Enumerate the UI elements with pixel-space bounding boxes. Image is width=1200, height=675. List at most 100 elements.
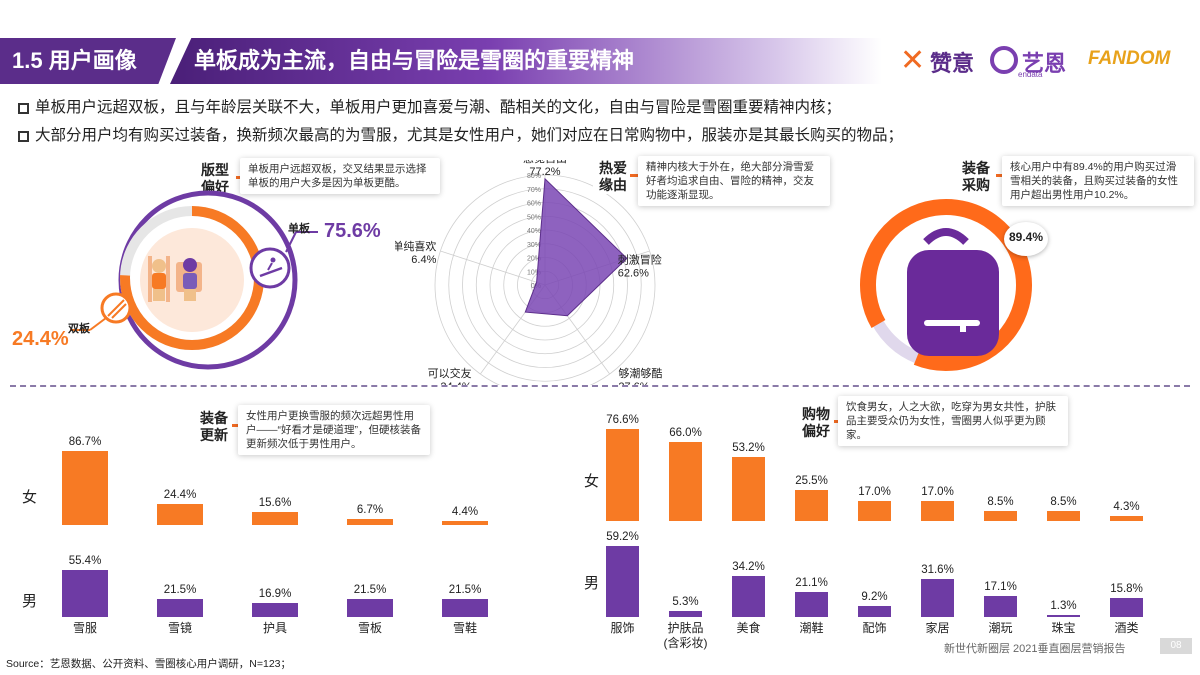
radar-tick-label: 40%	[527, 228, 541, 235]
endata-logo: endata	[1018, 70, 1043, 79]
double-leader-line	[89, 317, 107, 331]
female-value-label: 66.0%	[669, 426, 702, 439]
female-bar	[157, 504, 203, 525]
male-value-label: 55.4%	[68, 554, 102, 567]
female-value-label: 76.6%	[606, 414, 639, 427]
section-title: 1.5 用户画像	[0, 38, 176, 84]
radar-tick-label: 60%	[527, 201, 541, 208]
skier-figure-orange	[148, 256, 170, 302]
gear-note: 核心用户中有89.4%的用户购买过滑雪相关的装备，且购买过装备的女性用户超出男性…	[1002, 156, 1194, 206]
female-value-label: 24.4%	[163, 489, 197, 502]
male-bar	[795, 591, 828, 617]
gear-value: 89.4%	[1008, 230, 1044, 244]
page-number: 08	[1160, 638, 1192, 654]
shopping-tag: 购物 偏好	[796, 406, 836, 440]
category-label: 雪板	[357, 621, 382, 635]
fandom-logo: FANDOM	[1088, 48, 1171, 69]
gear-value-bubble	[1004, 222, 1048, 256]
female-value-label: 8.5%	[987, 495, 1014, 508]
female-bar	[669, 441, 702, 521]
tag-accent	[630, 174, 644, 177]
female-value-label: 53.2%	[732, 442, 765, 455]
category-label: 潮玩	[988, 621, 1013, 635]
bullet-item: 大部分用户均有购买过装备，换新频次最高的为雪服，尤其是女性用户，她们对应在日常购…	[18, 122, 1178, 150]
category-label: 雪服	[72, 621, 97, 635]
yien-logo: 艺恩	[1022, 51, 1067, 76]
male-value-label: 34.2%	[732, 560, 765, 573]
male-bar	[347, 598, 393, 617]
male-bar	[732, 575, 765, 617]
female-value-label: 25.5%	[795, 475, 828, 488]
header-banner: 1.5 用户画像 单板成为主流，自由与冒险是雪圈的重要精神	[0, 38, 882, 84]
update-tag-text: 装备 更新	[200, 410, 228, 443]
radar-axis-name: 够潮够酷	[618, 366, 662, 380]
double-board-label: 双板	[68, 323, 90, 335]
male-bar	[157, 598, 203, 617]
male-bar	[252, 602, 298, 617]
male-value-label: 5.3%	[672, 595, 699, 608]
male-bar	[984, 596, 1017, 617]
radar-tick-label: 50%	[527, 214, 541, 221]
female-row-label: 女	[584, 473, 600, 490]
male-bar	[858, 605, 891, 617]
radar-tick-label: 20%	[527, 256, 541, 263]
radar-axis-name: 单纯喜欢	[395, 239, 436, 253]
male-bar	[1047, 615, 1080, 617]
female-value-label: 17.0%	[858, 485, 891, 498]
category-label: 潮鞋	[799, 621, 824, 635]
section-divider	[10, 385, 1190, 387]
female-bar	[795, 490, 828, 521]
male-value-label: 9.2%	[861, 590, 888, 603]
category-label: 服饰	[610, 621, 635, 635]
female-bar	[732, 457, 765, 521]
board-donut	[70, 190, 318, 370]
shopping-tag-text: 购物 偏好	[802, 406, 830, 439]
female-row-label: 女	[22, 489, 38, 506]
gear-tag-text: 装备 采购	[962, 160, 990, 193]
checkbox-icon	[18, 130, 29, 142]
shopping-note: 饮食男女，人之大欲，吃穿为男女共性，护肤品主要受众仍为女性，雪圈男人似乎更为顾家…	[838, 396, 1068, 446]
radar-tick-label: 80%	[527, 173, 541, 180]
female-bar	[1047, 510, 1080, 521]
male-row-label: 男	[22, 593, 38, 610]
radar-axis-line	[440, 250, 546, 286]
male-bar	[1110, 598, 1143, 617]
male-bar	[669, 610, 702, 617]
skier-figure-purple	[176, 258, 202, 301]
male-value-label: 21.5%	[163, 583, 197, 596]
endata-e-icon	[990, 46, 1018, 74]
category-label: 家居	[925, 621, 950, 635]
female-bar	[984, 510, 1017, 521]
report-footer: 新世代新圈层 2021垂直圈层营销报告	[944, 643, 1126, 655]
radar-axis-name: 刺激冒险	[618, 253, 662, 267]
female-bar	[921, 500, 954, 521]
category-label: 护具	[262, 621, 287, 635]
bullet-text: 大部分用户均有购买过装备，换新频次最高的为雪服，尤其是女性用户，她们对应在日常购…	[35, 127, 904, 144]
brand-logos: ✕ 赞意 艺恩 endata FANDOM	[900, 44, 1180, 79]
male-row-label: 男	[584, 575, 600, 592]
male-value-label: 15.8%	[1110, 583, 1143, 596]
zanyi-logo: 赞意	[930, 51, 975, 76]
category-label: 护肤品 (含彩妆)	[663, 621, 708, 650]
summary-bullets: 单板用户远超双板，且与年龄层关联不大，单板用户更加喜爱与潮、酷相关的文化，自由与…	[18, 94, 1178, 150]
male-value-label: 16.9%	[258, 587, 292, 600]
board-note: 单板用户远超双板，交叉结果显示选择单板的用户大多是因为单板更酷。	[240, 158, 440, 194]
radar-axis-value: 62.6%	[618, 268, 649, 280]
female-value-label: 4.3%	[1113, 500, 1140, 513]
female-bar	[62, 451, 108, 525]
male-value-label: 1.3%	[1050, 600, 1077, 613]
love-tag-text: 热爱 缘由	[599, 160, 627, 193]
radar-axis-name: 感觉自由	[523, 160, 567, 165]
update-tag: 装备 更新	[194, 410, 234, 444]
radar-data-area	[524, 177, 628, 317]
category-label: 雪鞋	[452, 621, 477, 635]
male-bar	[606, 545, 639, 617]
male-value-label: 21.5%	[448, 583, 482, 596]
radar-axis-value: 27.6%	[618, 381, 649, 385]
male-bar	[921, 579, 954, 617]
female-bar	[442, 521, 488, 525]
category-label: 珠宝	[1051, 621, 1076, 635]
radar-axis-value: 77.2%	[529, 166, 560, 178]
radar-axis-value: 24.4%	[440, 381, 471, 385]
radar-tick-label: 10%	[527, 269, 541, 276]
